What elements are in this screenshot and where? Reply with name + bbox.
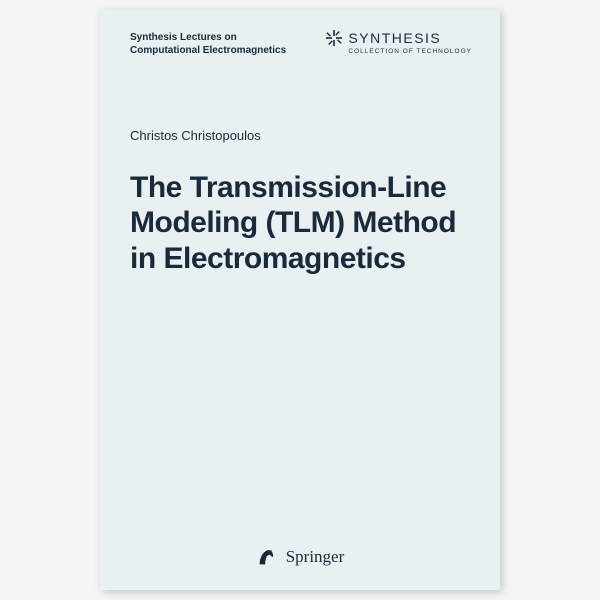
series-label: Synthesis Lectures on Computational Elec… xyxy=(130,32,286,57)
springer-horse-icon xyxy=(256,546,278,568)
series-line-2: Computational Electromagnetics xyxy=(130,45,286,58)
brand-tagline: COLLECTION OF TECHNOLOGY xyxy=(348,48,472,55)
book-title: The Transmission-Line Modeling (TLM) Met… xyxy=(130,170,470,276)
publisher-brand: SYNTHESIS COLLECTION OF TECHNOLOGY xyxy=(326,30,472,55)
footer-publisher: Springer xyxy=(100,546,500,568)
brand-row: SYNTHESIS xyxy=(326,30,472,46)
publisher-name: Springer xyxy=(286,547,345,567)
author-name: Christos Christopoulos xyxy=(130,128,261,143)
brand-name: SYNTHESIS xyxy=(348,30,441,46)
synthesis-logo-icon xyxy=(326,30,342,46)
book-cover: Synthesis Lectures on Computational Elec… xyxy=(100,10,500,590)
series-line-1: Synthesis Lectures on xyxy=(130,32,237,43)
